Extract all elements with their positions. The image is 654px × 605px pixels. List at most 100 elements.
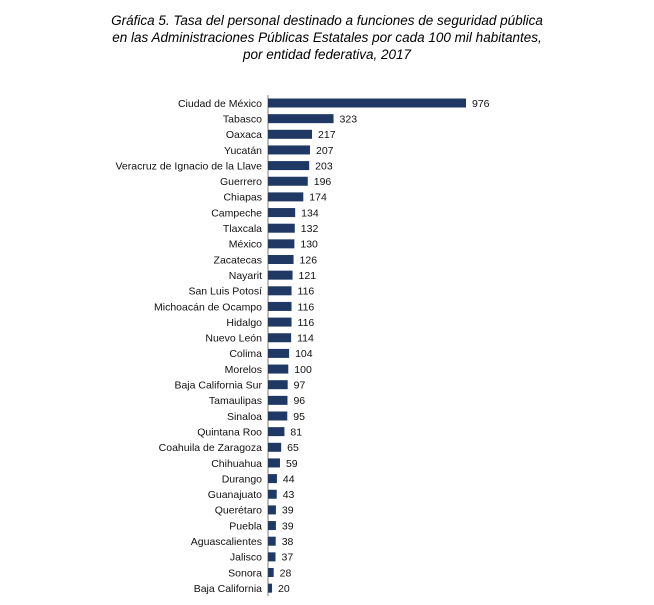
value-label: 126 <box>300 254 318 266</box>
bar <box>268 583 273 593</box>
chart-title: Gráfica 5. Tasa del personal destinado a… <box>0 12 654 63</box>
bar <box>268 458 280 468</box>
bar <box>268 301 292 311</box>
bar <box>268 317 292 327</box>
category-label: Guerrero <box>220 176 262 188</box>
value-label: 114 <box>297 333 314 345</box>
value-label: 976 <box>472 98 490 110</box>
value-label: 116 <box>298 317 315 329</box>
bar <box>268 521 276 531</box>
value-label: 38 <box>282 536 294 548</box>
category-label: Morelos <box>225 364 262 376</box>
category-label: Baja California Sur <box>174 380 262 392</box>
value-label: 196 <box>314 176 332 188</box>
category-label: Ciudad de México <box>178 98 262 110</box>
bar <box>268 161 310 171</box>
category-label: Zacatecas <box>214 254 262 266</box>
category-label: Tlaxcala <box>223 223 262 235</box>
bar <box>268 98 466 108</box>
category-label: Guanajuato <box>208 489 262 501</box>
value-label: 203 <box>315 160 333 172</box>
category-label: San Luis Potosí <box>188 286 262 298</box>
category-label: Hidalgo <box>226 317 262 329</box>
value-label: 323 <box>340 113 358 125</box>
bar <box>268 474 277 484</box>
category-label: Puebla <box>229 520 262 532</box>
bar <box>268 489 277 499</box>
category-label: Querétaro <box>215 505 262 517</box>
value-label: 39 <box>282 520 294 532</box>
bar <box>268 333 292 343</box>
chart-title-line-2: en las Administraciones Públicas Estatal… <box>112 30 542 45</box>
value-label: 174 <box>309 192 327 204</box>
category-label: Chihuahua <box>211 458 262 470</box>
category-label: Sonora <box>228 567 262 579</box>
bar <box>268 114 334 124</box>
value-label: 207 <box>316 145 334 157</box>
bar <box>268 192 304 202</box>
bar <box>268 536 276 546</box>
bar <box>268 364 289 374</box>
bar <box>268 176 308 186</box>
value-label: 132 <box>301 223 319 235</box>
bar <box>268 411 288 421</box>
value-label: 59 <box>286 458 298 470</box>
value-label: 81 <box>290 426 302 438</box>
value-label: 65 <box>287 442 299 454</box>
category-label: Aguascalientes <box>191 536 262 548</box>
bar <box>268 223 295 233</box>
category-label: Chiapas <box>223 192 262 204</box>
value-label: 95 <box>293 411 305 423</box>
category-label: Baja California <box>194 583 262 595</box>
bar <box>268 270 293 280</box>
value-label: 43 <box>283 489 295 501</box>
value-label: 121 <box>299 270 317 282</box>
value-label: 116 <box>298 286 315 298</box>
bar <box>268 129 313 139</box>
value-label: 28 <box>280 567 292 579</box>
bar <box>268 395 288 405</box>
bar <box>268 286 292 296</box>
category-label: Nuevo León <box>205 333 262 345</box>
bar <box>268 442 282 452</box>
chart-title-line-1: Gráfica 5. Tasa del personal destinado a… <box>111 13 543 28</box>
bar <box>268 505 276 515</box>
value-label: 104 <box>295 348 313 360</box>
category-label: Nayarit <box>229 270 262 282</box>
value-labels-group: 976 323 217 207 203 196 174 134 132 130 126 121 116 1… <box>278 98 490 595</box>
category-label: Veracruz de Ignacio de la Llave <box>115 160 262 172</box>
value-label: 39 <box>282 505 294 517</box>
category-label: Sinaloa <box>227 411 262 423</box>
value-label: 116 <box>298 301 315 313</box>
category-label: Michoacán de Ocampo <box>154 301 262 313</box>
value-label: 44 <box>283 473 295 485</box>
category-label: Tamaulipas <box>209 395 262 407</box>
category-label: Yucatán <box>224 145 262 157</box>
value-label: 100 <box>294 364 312 376</box>
bars-group <box>268 98 466 593</box>
value-label: 97 <box>294 380 306 392</box>
category-label: Oaxaca <box>226 129 262 141</box>
category-label: Tabasco <box>223 113 262 125</box>
value-label: 20 <box>278 583 290 595</box>
category-label: Jalisco <box>230 552 262 564</box>
bar <box>268 348 290 358</box>
category-label: Quintana Roo <box>197 426 262 438</box>
bar <box>268 208 296 218</box>
chart-title-line-3: por entidad federativa, 2017 <box>242 47 412 62</box>
category-label: Colima <box>229 348 262 360</box>
value-label: 130 <box>300 239 318 251</box>
value-label: 96 <box>293 395 305 407</box>
category-label: Durango <box>222 473 262 485</box>
bar <box>268 239 295 249</box>
bar <box>268 427 285 437</box>
value-label: 37 <box>282 552 294 564</box>
category-labels-group: Ciudad de México Tabasco Oaxaca Yucatán Vera… <box>115 98 262 595</box>
bar <box>268 145 310 155</box>
bar <box>268 255 294 264</box>
bar <box>268 380 288 390</box>
bar <box>268 552 276 562</box>
bar <box>268 568 274 577</box>
category-label: México <box>229 239 262 251</box>
